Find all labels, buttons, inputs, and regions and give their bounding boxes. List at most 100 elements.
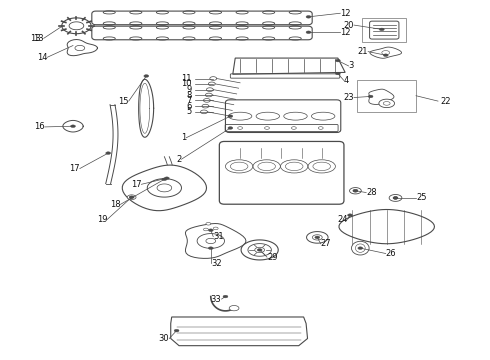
Text: 29: 29: [267, 253, 277, 262]
Polygon shape: [383, 54, 388, 57]
Polygon shape: [379, 99, 394, 108]
Polygon shape: [202, 104, 209, 108]
Polygon shape: [389, 194, 402, 201]
Polygon shape: [71, 125, 75, 127]
Polygon shape: [147, 179, 181, 197]
Text: 4: 4: [343, 76, 349, 85]
Text: 15: 15: [118, 96, 129, 105]
Text: 19: 19: [97, 215, 107, 224]
Polygon shape: [206, 222, 211, 225]
Text: 13: 13: [33, 34, 44, 43]
Polygon shape: [197, 234, 224, 248]
Polygon shape: [369, 89, 394, 104]
Polygon shape: [335, 72, 340, 75]
Polygon shape: [185, 224, 246, 258]
Polygon shape: [393, 197, 398, 199]
Text: 9: 9: [186, 85, 191, 94]
Polygon shape: [233, 58, 345, 74]
Polygon shape: [238, 127, 243, 129]
Polygon shape: [241, 240, 278, 260]
Text: 2: 2: [176, 155, 181, 164]
Text: 12: 12: [340, 9, 351, 18]
Polygon shape: [206, 88, 213, 91]
Polygon shape: [157, 184, 171, 192]
Text: 33: 33: [211, 294, 221, 303]
Polygon shape: [257, 249, 262, 251]
Text: 27: 27: [321, 239, 331, 248]
Text: 26: 26: [386, 249, 396, 258]
Polygon shape: [306, 31, 311, 33]
Polygon shape: [203, 99, 210, 102]
Text: 17: 17: [69, 164, 80, 173]
Text: 21: 21: [358, 47, 368, 56]
Polygon shape: [353, 189, 358, 192]
Polygon shape: [164, 177, 169, 180]
Polygon shape: [171, 317, 308, 346]
Polygon shape: [368, 95, 373, 98]
Text: 1: 1: [181, 133, 186, 142]
Polygon shape: [379, 28, 384, 31]
Polygon shape: [127, 195, 136, 199]
Text: 7: 7: [186, 96, 191, 105]
Text: 14: 14: [37, 53, 47, 62]
Polygon shape: [106, 152, 111, 154]
Polygon shape: [393, 197, 398, 199]
Text: 6: 6: [186, 102, 191, 111]
Text: 13: 13: [30, 34, 41, 43]
Polygon shape: [162, 178, 167, 181]
Polygon shape: [349, 188, 361, 194]
Polygon shape: [213, 227, 218, 230]
Polygon shape: [292, 127, 296, 129]
Polygon shape: [210, 77, 217, 80]
Bar: [357, 80, 416, 112]
Text: 11: 11: [181, 74, 191, 83]
Polygon shape: [228, 127, 233, 129]
Polygon shape: [223, 295, 228, 298]
Polygon shape: [353, 189, 358, 192]
Text: 8: 8: [186, 90, 191, 99]
Text: 10: 10: [181, 80, 191, 89]
Polygon shape: [382, 51, 390, 55]
Polygon shape: [200, 110, 207, 114]
Polygon shape: [307, 231, 328, 243]
Polygon shape: [129, 196, 134, 198]
Polygon shape: [370, 47, 402, 58]
Polygon shape: [306, 15, 311, 18]
Bar: [362, 18, 406, 42]
Text: 3: 3: [348, 62, 354, 71]
Polygon shape: [228, 115, 233, 117]
Polygon shape: [383, 102, 390, 105]
Text: 31: 31: [213, 232, 224, 241]
Text: 23: 23: [343, 93, 354, 102]
Text: 24: 24: [337, 215, 347, 224]
Polygon shape: [206, 238, 216, 244]
Text: 30: 30: [159, 334, 169, 343]
Polygon shape: [315, 236, 320, 239]
Polygon shape: [248, 244, 271, 256]
Text: 16: 16: [34, 122, 45, 131]
Text: 32: 32: [211, 259, 221, 268]
Polygon shape: [122, 165, 206, 211]
Text: 12: 12: [340, 28, 351, 37]
Text: 17: 17: [131, 180, 142, 189]
Polygon shape: [358, 247, 363, 249]
Polygon shape: [130, 196, 134, 198]
Polygon shape: [203, 228, 208, 231]
Polygon shape: [339, 210, 435, 244]
Polygon shape: [313, 235, 322, 240]
Polygon shape: [144, 75, 149, 77]
Text: 20: 20: [343, 21, 354, 30]
Text: 18: 18: [110, 200, 121, 209]
Polygon shape: [208, 82, 215, 86]
Text: 28: 28: [366, 188, 377, 197]
Polygon shape: [318, 127, 323, 129]
Polygon shape: [205, 93, 212, 97]
Polygon shape: [229, 306, 239, 311]
Polygon shape: [265, 127, 270, 129]
Polygon shape: [208, 229, 213, 231]
Polygon shape: [347, 214, 352, 216]
Polygon shape: [255, 247, 265, 253]
Polygon shape: [208, 247, 213, 249]
Text: 25: 25: [416, 193, 426, 202]
Text: 5: 5: [186, 107, 191, 116]
